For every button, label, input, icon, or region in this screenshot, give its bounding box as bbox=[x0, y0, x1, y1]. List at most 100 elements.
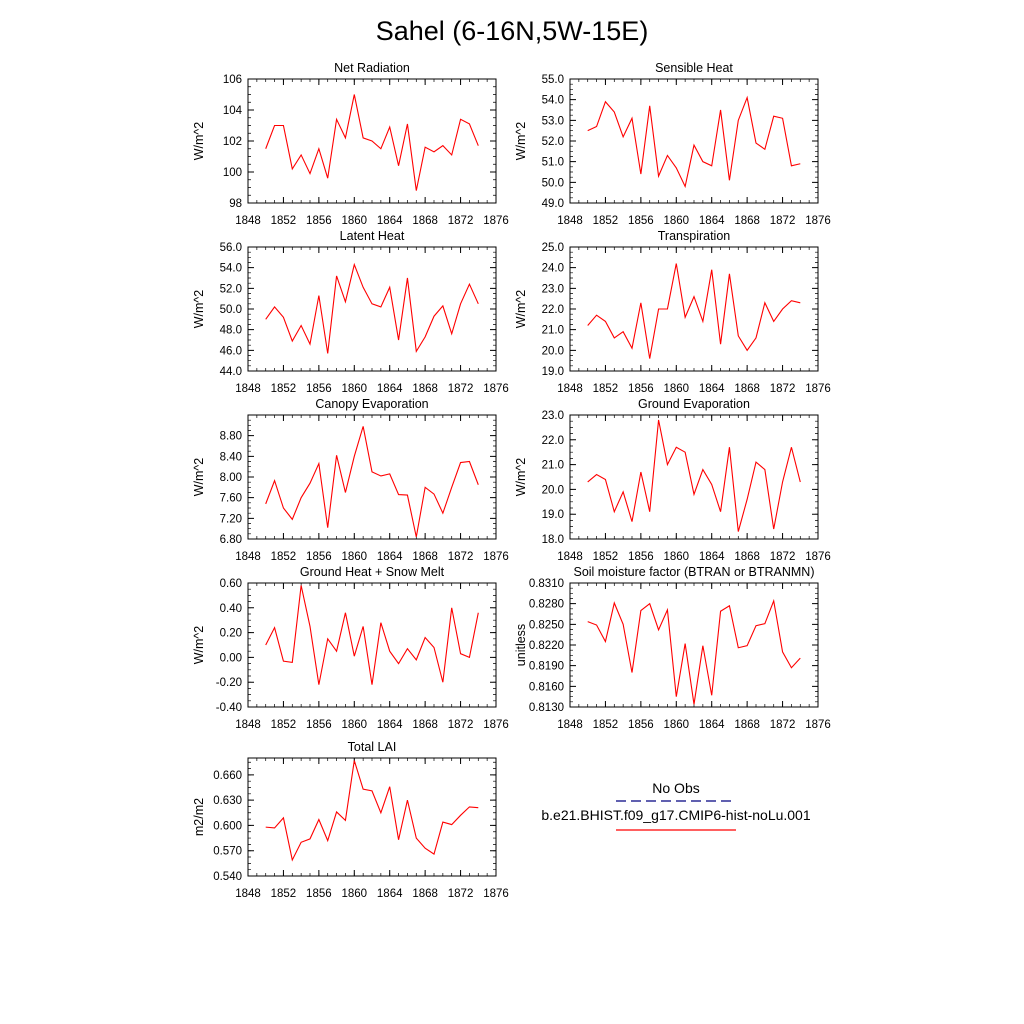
plot-frame bbox=[569, 246, 819, 372]
x-tick-label: 1848 bbox=[557, 383, 583, 395]
x-tick-label: 1876 bbox=[483, 888, 509, 900]
panel-net-radiation: 1848 1852 1856 1860 1864 1868 1872 1876 98 100 102… bbox=[192, 61, 509, 227]
x-tick-label: 1852 bbox=[593, 551, 619, 563]
y-tick-label: 104 bbox=[223, 105, 243, 117]
y-axis-label: W/m^2 bbox=[192, 290, 206, 329]
y-tick-label: 55.0 bbox=[542, 74, 564, 86]
y-tick-label: 20.0 bbox=[542, 345, 564, 357]
x-tick-label: 1868 bbox=[734, 551, 760, 563]
y-tick-label: 0.8190 bbox=[529, 661, 564, 673]
x-tick-label: 1852 bbox=[593, 719, 619, 731]
x-tick-label: 1864 bbox=[377, 551, 403, 563]
y-tick-label: 0.8130 bbox=[529, 702, 564, 714]
x-tick-label: 1860 bbox=[663, 551, 689, 563]
x-tick-label: 1856 bbox=[628, 383, 654, 395]
y-tick-label: 8.80 bbox=[220, 431, 242, 443]
y-axis-label: unitless bbox=[514, 624, 528, 666]
series-line bbox=[587, 95, 801, 189]
panel-title: Canopy Evaporation bbox=[315, 397, 428, 411]
y-tick-label: 7.20 bbox=[220, 513, 242, 525]
y-tick-label: 25.0 bbox=[542, 242, 564, 254]
x-tick-label: 1860 bbox=[663, 719, 689, 731]
y-tick-label: 48.0 bbox=[220, 325, 242, 337]
panel-title: Ground Heat + Snow Melt bbox=[300, 565, 445, 579]
x-tick-label: 1848 bbox=[235, 888, 261, 900]
x-tick-label: 1860 bbox=[663, 383, 689, 395]
y-tick-label: 56.0 bbox=[220, 242, 242, 254]
y-tick-label: 18.0 bbox=[542, 534, 564, 546]
x-tick-label: 1868 bbox=[734, 383, 760, 395]
y-tick-label: 21.0 bbox=[542, 460, 564, 472]
x-tick-label: 1872 bbox=[448, 719, 474, 731]
panel-title: Transpiration bbox=[658, 229, 731, 243]
x-tick-label: 1856 bbox=[306, 215, 332, 227]
x-tick-label: 1864 bbox=[699, 719, 725, 731]
x-tick-label: 1868 bbox=[412, 215, 438, 227]
x-tick-label: 1856 bbox=[306, 888, 332, 900]
y-tick-label: 52.0 bbox=[542, 136, 564, 148]
x-tick-label: 1872 bbox=[448, 551, 474, 563]
x-tick-label: 1872 bbox=[770, 383, 796, 395]
panel-title: Sensible Heat bbox=[655, 61, 733, 75]
y-tick-label: 19.0 bbox=[542, 366, 564, 378]
y-tick-label: 0.570 bbox=[213, 846, 242, 858]
panel-soil-moisture-factor-btran-or-btranmn: 1848 1852 1856 1860 1864 1868 1872 1876 0.8130 0.… bbox=[514, 565, 831, 731]
x-tick-label: 1868 bbox=[412, 719, 438, 731]
legend-obs-label: No Obs bbox=[652, 780, 699, 796]
minor-ticks bbox=[569, 414, 819, 540]
y-tick-label: 0.660 bbox=[213, 770, 242, 782]
x-tick-label: 1852 bbox=[271, 719, 297, 731]
panel-total-lai: 1848 1852 1856 1860 1864 1868 1872 1876 0.540 0.5… bbox=[192, 740, 509, 900]
x-tick-label: 1868 bbox=[734, 215, 760, 227]
x-tick-label: 1872 bbox=[770, 215, 796, 227]
y-tick-label: 0.20 bbox=[220, 628, 242, 640]
y-tick-label: 8.00 bbox=[220, 472, 242, 484]
x-tick-label: 1864 bbox=[377, 888, 403, 900]
panel-title: Latent Heat bbox=[340, 229, 405, 243]
y-tick-label: 44.0 bbox=[220, 366, 242, 378]
y-tick-label: 0.60 bbox=[220, 578, 242, 590]
y-tick-label: 24.0 bbox=[542, 263, 564, 275]
x-tick-label: 1872 bbox=[448, 215, 474, 227]
panel-title: Soil moisture factor (BTRAN or BTRANMN) bbox=[573, 565, 814, 579]
y-tick-label: 7.60 bbox=[220, 493, 242, 505]
y-tick-label: 50.0 bbox=[542, 177, 564, 189]
plot-frame bbox=[247, 246, 497, 372]
x-tick-label: 1852 bbox=[271, 383, 297, 395]
panel-canopy-evaporation: 1848 1852 1856 1860 1864 1868 1872 1876 6.80 7.20… bbox=[192, 397, 509, 563]
x-tick-label: 1872 bbox=[448, 383, 474, 395]
series-line bbox=[587, 419, 801, 532]
series-line bbox=[265, 760, 479, 862]
x-tick-label: 1860 bbox=[341, 383, 367, 395]
y-tick-label: 8.40 bbox=[220, 451, 242, 463]
x-tick-label: 1852 bbox=[593, 383, 619, 395]
y-tick-label: 19.0 bbox=[542, 509, 564, 521]
y-tick-label: 21.0 bbox=[542, 325, 564, 337]
y-tick-label: 22.0 bbox=[542, 435, 564, 447]
x-tick-label: 1860 bbox=[341, 215, 367, 227]
y-tick-label: 46.0 bbox=[220, 345, 242, 357]
y-tick-label: 0.8310 bbox=[529, 578, 564, 590]
x-tick-label: 1876 bbox=[805, 383, 831, 395]
legend-model-label: b.e21.BHIST.f09_g17.CMIP6-hist-noLu.001 bbox=[541, 807, 810, 823]
x-tick-label: 1876 bbox=[805, 719, 831, 731]
y-axis-label: m2/m2 bbox=[192, 798, 206, 836]
x-tick-label: 1856 bbox=[628, 719, 654, 731]
y-axis-label: W/m^2 bbox=[514, 458, 528, 497]
x-tick-label: 1876 bbox=[483, 551, 509, 563]
plot-frame bbox=[247, 78, 497, 204]
x-tick-label: 1860 bbox=[341, 888, 367, 900]
y-tick-label: -0.20 bbox=[216, 677, 242, 689]
x-tick-label: 1864 bbox=[377, 383, 403, 395]
y-tick-label: 51.0 bbox=[542, 157, 564, 169]
series-line bbox=[265, 426, 479, 538]
x-tick-label: 1856 bbox=[306, 719, 332, 731]
x-tick-label: 1856 bbox=[628, 215, 654, 227]
y-tick-label: 23.0 bbox=[542, 283, 564, 295]
minor-ticks bbox=[569, 78, 819, 204]
x-tick-label: 1848 bbox=[557, 215, 583, 227]
x-tick-label: 1864 bbox=[699, 383, 725, 395]
y-axis-label: W/m^2 bbox=[192, 626, 206, 665]
plot-frame bbox=[569, 414, 819, 540]
y-tick-label: -0.40 bbox=[216, 702, 242, 714]
